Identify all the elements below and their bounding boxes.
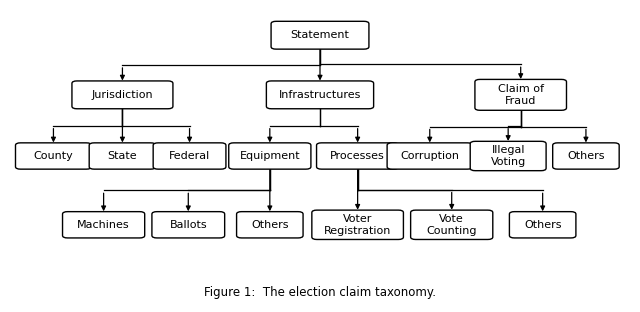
Text: Ballots: Ballots [170, 220, 207, 230]
Text: Statement: Statement [291, 30, 349, 40]
FancyBboxPatch shape [312, 210, 403, 240]
Text: Processes: Processes [330, 151, 385, 161]
Text: Claim of
Fraud: Claim of Fraud [498, 84, 544, 106]
FancyBboxPatch shape [89, 143, 156, 169]
Text: Equipment: Equipment [239, 151, 300, 161]
FancyBboxPatch shape [72, 81, 173, 109]
Text: Machines: Machines [77, 220, 130, 230]
FancyBboxPatch shape [411, 210, 493, 240]
FancyBboxPatch shape [152, 212, 225, 238]
Text: Others: Others [251, 220, 289, 230]
FancyBboxPatch shape [470, 141, 546, 171]
Text: Others: Others [567, 151, 605, 161]
Text: Corruption: Corruption [400, 151, 460, 161]
Text: Federal: Federal [169, 151, 210, 161]
FancyBboxPatch shape [228, 143, 311, 169]
Text: Figure 1:  The election claim taxonomy.: Figure 1: The election claim taxonomy. [204, 285, 436, 299]
FancyBboxPatch shape [63, 212, 145, 238]
Text: County: County [33, 151, 74, 161]
FancyBboxPatch shape [153, 143, 226, 169]
FancyBboxPatch shape [271, 21, 369, 49]
FancyBboxPatch shape [553, 143, 619, 169]
FancyBboxPatch shape [475, 80, 566, 110]
Text: State: State [108, 151, 137, 161]
FancyBboxPatch shape [237, 212, 303, 238]
FancyBboxPatch shape [15, 143, 92, 169]
FancyBboxPatch shape [387, 143, 472, 169]
Text: Voter
Registration: Voter Registration [324, 214, 391, 236]
Text: Infrastructures: Infrastructures [279, 90, 361, 100]
Text: Vote
Counting: Vote Counting [426, 214, 477, 236]
Text: Jurisdiction: Jurisdiction [92, 90, 153, 100]
Text: Others: Others [524, 220, 561, 230]
FancyBboxPatch shape [317, 143, 399, 169]
Text: Illegal
Voting: Illegal Voting [490, 145, 526, 167]
FancyBboxPatch shape [266, 81, 374, 109]
FancyBboxPatch shape [509, 212, 576, 238]
